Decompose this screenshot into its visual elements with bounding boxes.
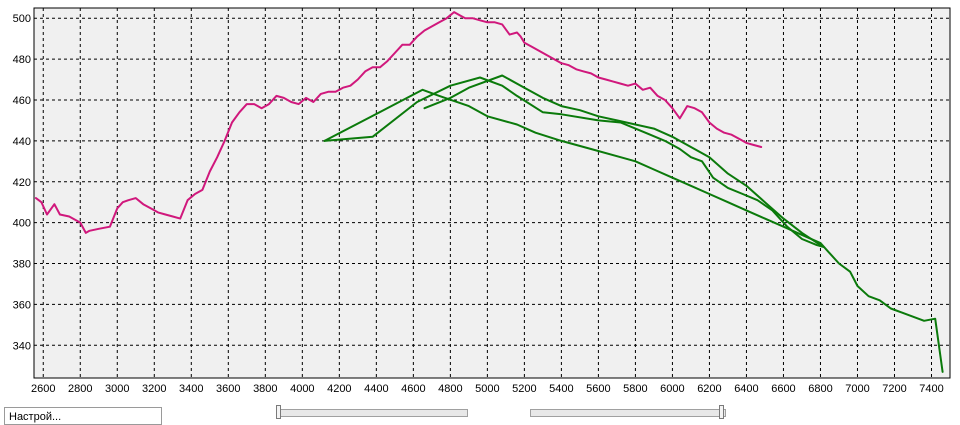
x-tick-label: 5400 [549, 383, 573, 395]
x-tick-label: 5800 [623, 383, 647, 395]
x-tick-label: 3200 [142, 383, 166, 395]
series-line-3 [323, 88, 944, 373]
slider-2-thumb[interactable] [719, 405, 724, 419]
x-tick-label: 6800 [808, 383, 832, 395]
x-tick-label: 2600 [31, 383, 55, 395]
name-field[interactable]: Настрой... [4, 407, 162, 425]
x-tick-label: 7400 [919, 383, 943, 395]
x-tick-label: 4800 [438, 383, 462, 395]
slider-1-thumb[interactable] [276, 405, 281, 419]
x-tick-label: 4200 [327, 383, 351, 395]
x-tick-label: 7200 [882, 383, 906, 395]
x-tick-label: 4000 [290, 383, 314, 395]
x-tick-label: 3400 [179, 383, 203, 395]
chart-area: 2600 2800 3000 3200 3400 3600 3800 4000 4200 4400… [13, 7, 951, 395]
x-tick-label: 3800 [253, 383, 277, 395]
plot-background [34, 8, 950, 378]
x-tick-label: 6400 [734, 383, 758, 395]
x-tick-label: 5200 [512, 383, 536, 395]
series-line-4 [423, 74, 822, 247]
series-line-1 [34, 11, 763, 234]
x-tick-label: 6200 [697, 383, 721, 395]
y-tick-label: 500 [13, 13, 31, 25]
x-tick-label: 4400 [364, 383, 388, 395]
y-tick-label: 360 [13, 299, 31, 311]
y-tick-label: 460 [13, 95, 31, 107]
y-tick-label: 340 [13, 340, 31, 352]
line-chart: 2600 2800 3000 3200 3400 3600 3800 4000 4200 4400… [13, 7, 951, 395]
series-line-2 [323, 76, 826, 249]
y-tick-label: 420 [13, 177, 31, 189]
x-tick-label: 5600 [586, 383, 610, 395]
x-tick-label: 2800 [68, 383, 92, 395]
x-tick-label: 4600 [401, 383, 425, 395]
x-tick-label: 5000 [475, 383, 499, 395]
x-tick-label: 3600 [216, 383, 240, 395]
x-tick-label: 6000 [660, 383, 684, 395]
x-tick-label: 3000 [105, 383, 129, 395]
y-tick-label: 480 [13, 54, 31, 66]
controls-bar: Настрой... [0, 403, 960, 425]
x-tick-label: 6600 [771, 383, 795, 395]
y-tick-label: 400 [13, 218, 31, 230]
x-tick-label: 7000 [845, 383, 869, 395]
plot-frame [33, 7, 951, 379]
y-tick-label: 440 [13, 136, 31, 148]
y-tick-label: 380 [13, 259, 31, 271]
